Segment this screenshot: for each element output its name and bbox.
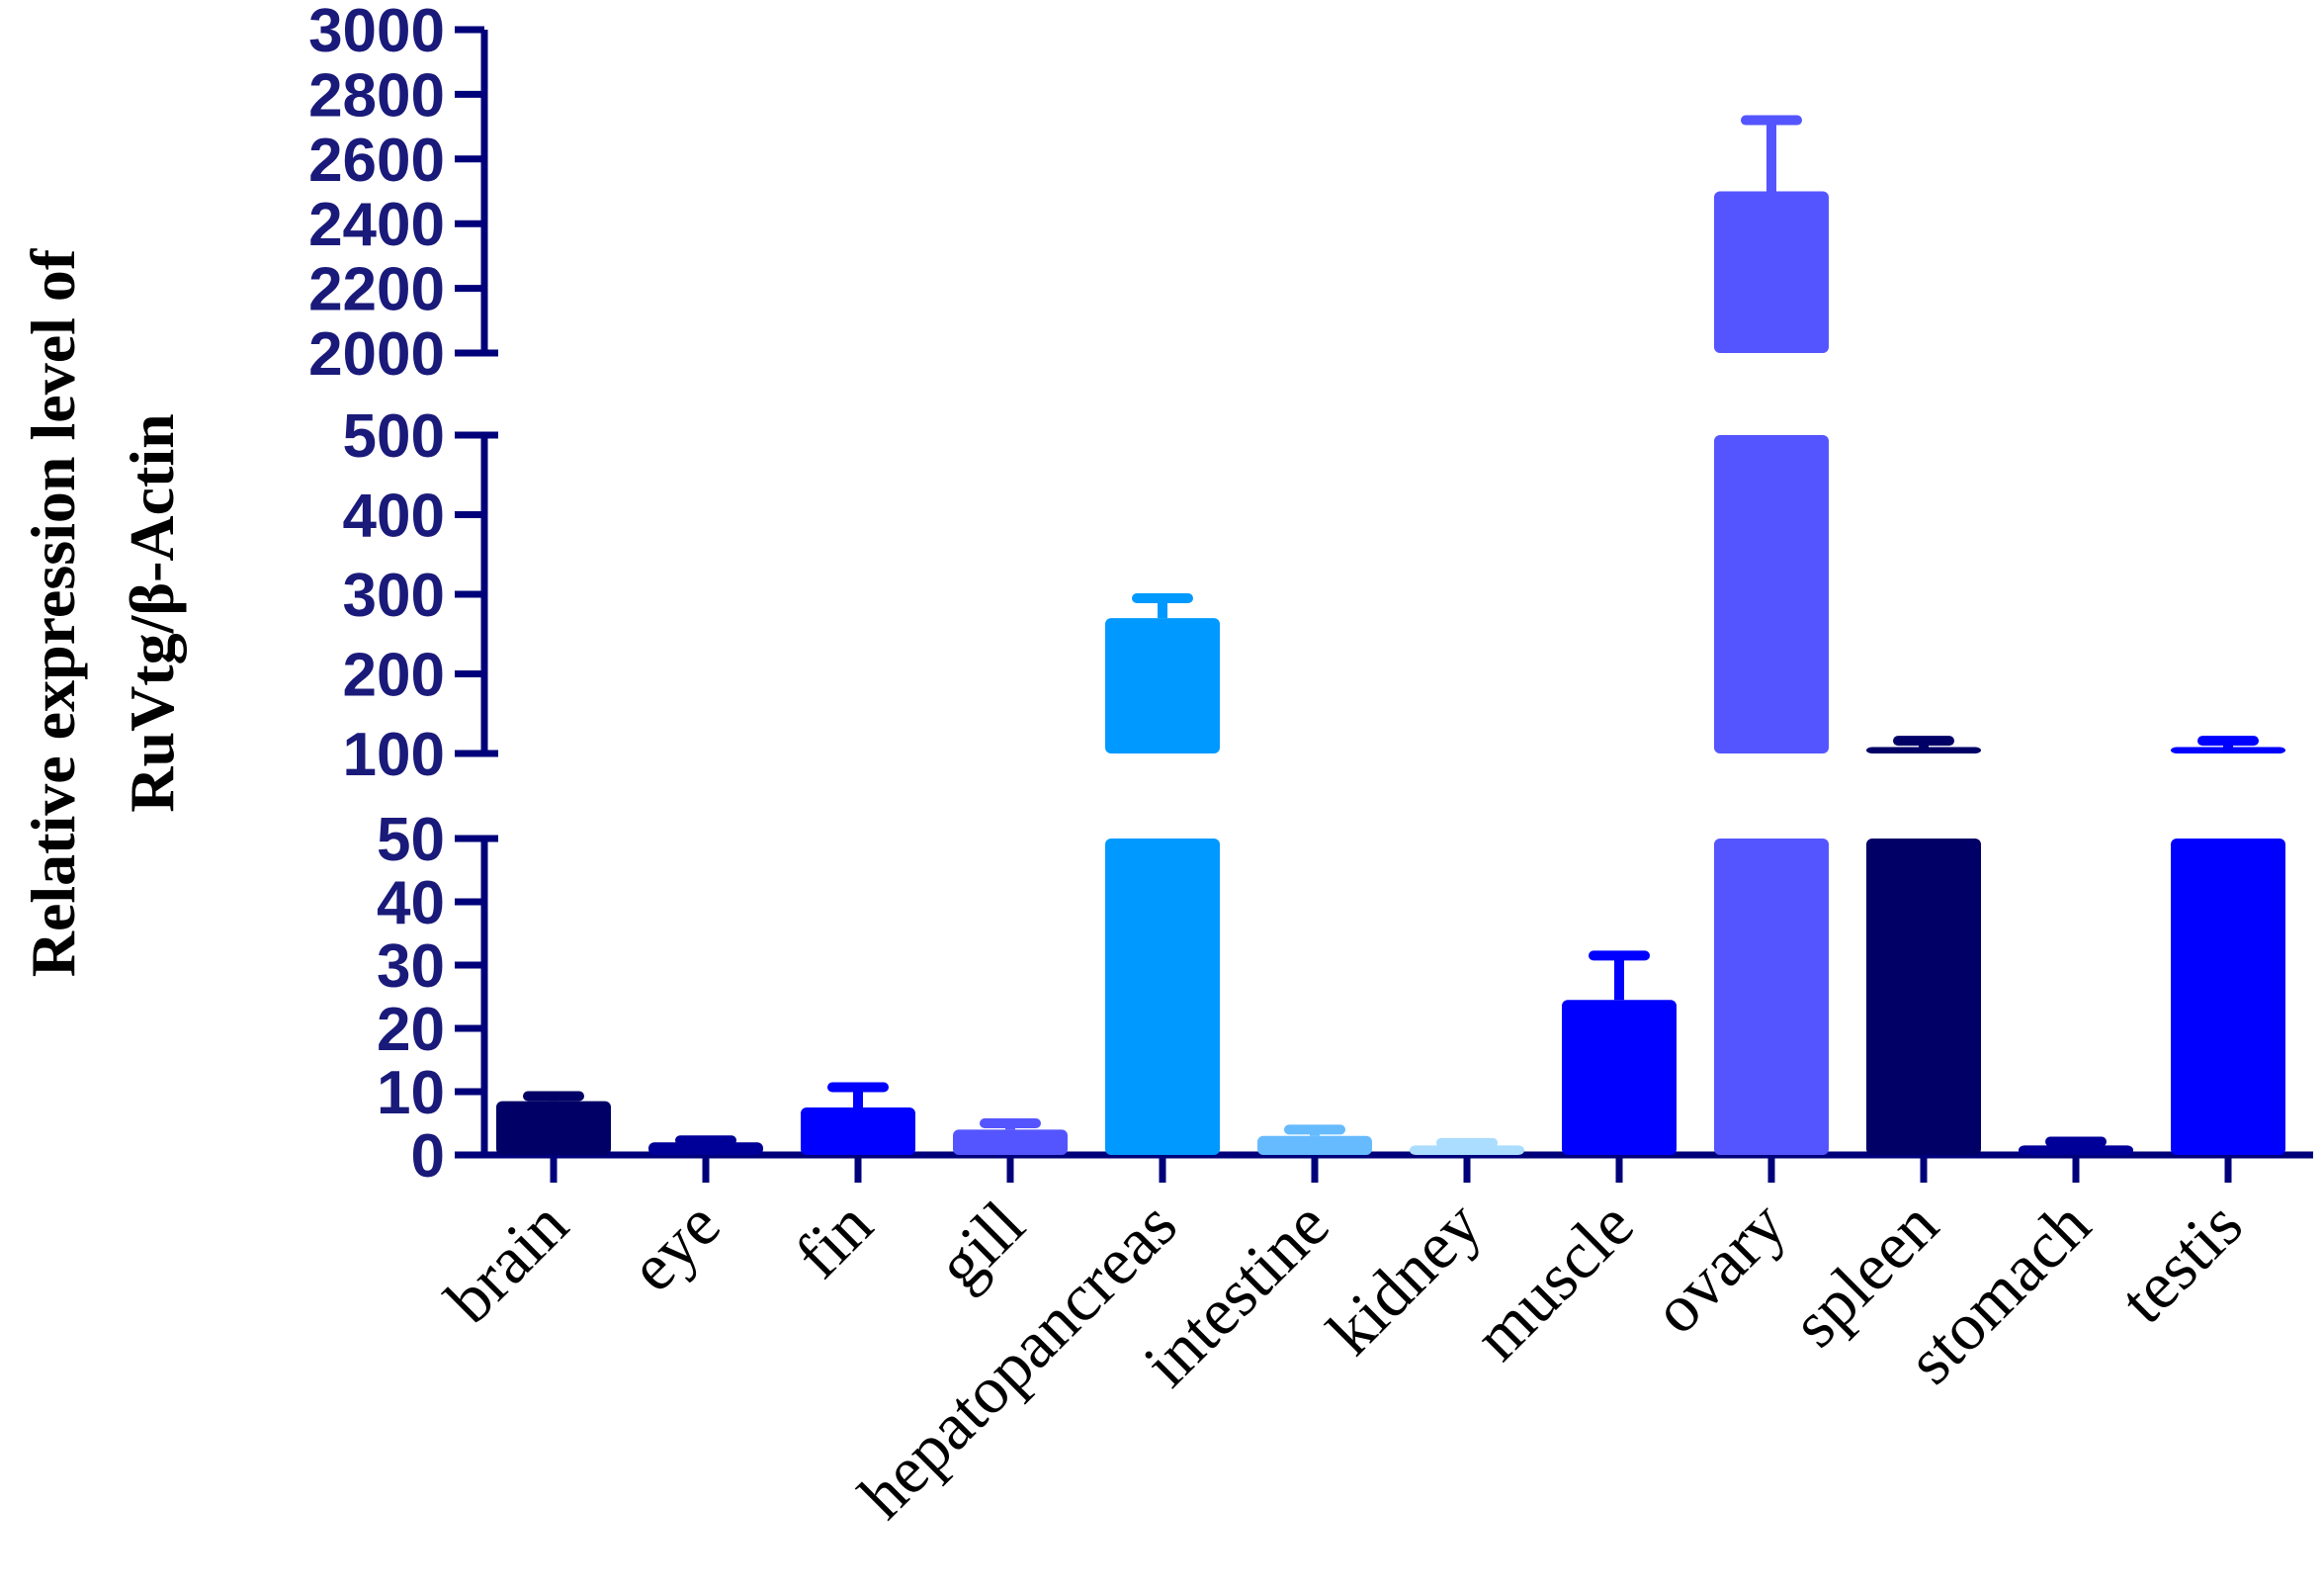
y-tick-label-0: 0 <box>411 1122 445 1191</box>
y-tick-label-40: 40 <box>377 869 445 937</box>
y-tick-label-300: 300 <box>343 562 445 630</box>
bar-brain <box>496 1101 611 1155</box>
bars <box>496 191 2285 1155</box>
bar-fin <box>801 1107 915 1155</box>
x-label-brain: brain <box>431 1187 582 1338</box>
x-label-testis: testis <box>2106 1187 2257 1338</box>
y-axis-title-line-2: RuVtg/β-Actin <box>117 413 187 812</box>
bar-testis-middle <box>2171 747 2285 753</box>
y-tick-label-200: 200 <box>343 642 445 710</box>
x-label-gill: gill <box>922 1187 1039 1303</box>
bar-stomach <box>2019 1145 2133 1155</box>
bar-gill <box>953 1129 1068 1155</box>
y-tick-label-400: 400 <box>343 483 445 551</box>
bar-ovary <box>1714 839 1829 1155</box>
y-tick-label-2200: 2200 <box>308 256 445 324</box>
x-category-labels: brain eye fin gillhepatopancreasintestineki… <box>431 1187 2257 1533</box>
bar-eye <box>648 1142 763 1155</box>
y-tick-label-2600: 2600 <box>308 127 445 195</box>
y-tick-label-10: 10 <box>377 1059 445 1127</box>
bar-spleen <box>1866 839 1981 1155</box>
x-label-ovary: ovary <box>1638 1187 1799 1348</box>
y-tick-label-2000: 2000 <box>308 320 445 389</box>
y-tick-label-3000: 3000 <box>308 0 445 65</box>
y-axis-title-line-1: Relative expression level of <box>18 248 88 977</box>
error-bars <box>523 115 2259 1148</box>
bar-intestine <box>1257 1135 1372 1155</box>
y-tick-label-2400: 2400 <box>308 191 445 259</box>
y-tick-label-100: 100 <box>343 721 445 789</box>
bar-ovary-upper <box>1714 191 1829 353</box>
bar-hepatopancreas <box>1105 839 1220 1155</box>
bar-kidney <box>1410 1145 1524 1155</box>
bar-muscle <box>1562 1000 1677 1155</box>
y-axis-title: Relative expression level of RuVtg/β-Act… <box>18 248 187 977</box>
y-tick-label-50: 50 <box>377 806 445 874</box>
x-label-fin: fin <box>780 1187 886 1292</box>
x-label-eye: eye <box>615 1187 733 1305</box>
x-label-kidney: kidney <box>1313 1187 1496 1370</box>
y-tick-label-30: 30 <box>377 932 445 1001</box>
x-label-muscle: muscle <box>1460 1187 1648 1374</box>
bar-ovary-middle <box>1714 435 1829 753</box>
axes <box>455 26 2313 1183</box>
y-tick-label-20: 20 <box>377 996 445 1064</box>
bar-testis <box>2171 839 2285 1155</box>
y-tick-label-500: 500 <box>343 402 445 471</box>
bar-spleen-middle <box>1866 747 1981 753</box>
y-tick-label-2800: 2800 <box>308 61 445 130</box>
bar-hepatopancreas-middle <box>1105 618 1220 753</box>
